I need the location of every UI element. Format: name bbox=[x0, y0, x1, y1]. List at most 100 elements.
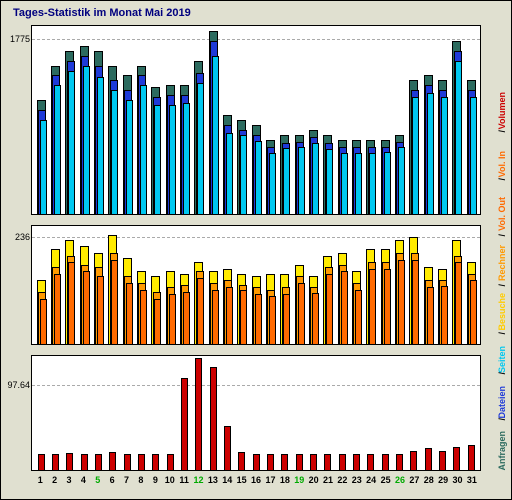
day-group bbox=[149, 356, 163, 470]
x-axis: 1234567891011121314151617181920212223242… bbox=[31, 475, 481, 485]
day-group bbox=[192, 226, 206, 344]
day-group bbox=[435, 356, 449, 470]
day-group bbox=[292, 356, 306, 470]
bar bbox=[341, 271, 348, 344]
bar bbox=[455, 61, 462, 214]
x-tick: 24 bbox=[364, 475, 378, 485]
day-group bbox=[435, 226, 449, 344]
bar bbox=[40, 299, 47, 344]
bar bbox=[281, 454, 288, 470]
bar bbox=[339, 454, 346, 470]
day-group bbox=[335, 26, 349, 214]
legend-item: Dateien bbox=[497, 386, 507, 419]
day-group bbox=[464, 356, 478, 470]
day-group bbox=[364, 356, 378, 470]
day-group bbox=[249, 356, 263, 470]
bar bbox=[269, 153, 276, 214]
day-group bbox=[206, 226, 220, 344]
day-group bbox=[106, 26, 120, 214]
day-group bbox=[91, 26, 105, 214]
day-group bbox=[163, 26, 177, 214]
bar bbox=[453, 447, 460, 470]
day-group bbox=[48, 26, 62, 214]
day-group bbox=[392, 356, 406, 470]
bar bbox=[240, 135, 247, 214]
bar bbox=[140, 85, 147, 214]
day-group bbox=[34, 226, 48, 344]
bar bbox=[210, 367, 217, 470]
x-tick: 4 bbox=[76, 475, 90, 485]
day-group bbox=[206, 356, 220, 470]
chart-area: 177523697.64 bbox=[31, 25, 481, 471]
bar bbox=[398, 260, 405, 344]
day-group bbox=[134, 26, 148, 214]
day-group bbox=[249, 26, 263, 214]
day-group bbox=[335, 226, 349, 344]
legend-item: Rechner bbox=[497, 245, 507, 281]
legend-item: Anfragen bbox=[497, 431, 507, 471]
bar bbox=[255, 294, 262, 344]
x-tick: 22 bbox=[335, 475, 349, 485]
bar bbox=[167, 454, 174, 470]
day-group bbox=[120, 26, 134, 214]
bar bbox=[195, 358, 202, 470]
x-tick: 15 bbox=[234, 475, 248, 485]
bar bbox=[326, 274, 333, 344]
x-tick: 21 bbox=[321, 475, 335, 485]
day-group bbox=[120, 356, 134, 470]
bar bbox=[355, 290, 362, 344]
bar bbox=[412, 97, 419, 214]
day-group bbox=[235, 26, 249, 214]
day-group bbox=[91, 226, 105, 344]
bar bbox=[412, 260, 419, 344]
day-group bbox=[349, 226, 363, 344]
bar bbox=[224, 426, 231, 470]
bar bbox=[367, 454, 374, 470]
day-group bbox=[278, 26, 292, 214]
bar bbox=[197, 83, 204, 214]
day-group bbox=[34, 356, 48, 470]
bar bbox=[140, 290, 147, 344]
day-group bbox=[220, 226, 234, 344]
day-group bbox=[134, 356, 148, 470]
x-tick: 5 bbox=[91, 475, 105, 485]
bar bbox=[154, 299, 161, 344]
bar bbox=[154, 105, 161, 214]
x-tick: 23 bbox=[350, 475, 364, 485]
bar bbox=[124, 454, 131, 470]
x-tick: 18 bbox=[278, 475, 292, 485]
day-group bbox=[378, 356, 392, 470]
bar bbox=[169, 105, 176, 214]
day-group bbox=[349, 26, 363, 214]
x-tick: 17 bbox=[263, 475, 277, 485]
x-tick: 25 bbox=[378, 475, 392, 485]
bar bbox=[396, 454, 403, 470]
day-group bbox=[263, 356, 277, 470]
bar bbox=[111, 260, 118, 344]
day-group bbox=[278, 226, 292, 344]
day-group bbox=[34, 26, 48, 214]
bar bbox=[310, 454, 317, 470]
day-group bbox=[321, 356, 335, 470]
panel-bottom: 97.64 bbox=[31, 355, 481, 471]
day-group bbox=[407, 226, 421, 344]
stats-frame: Tages-Statistik im Monat Mai 2019 177523… bbox=[0, 0, 512, 500]
ytick-label: 236 bbox=[2, 232, 30, 242]
legend-item: Volumen bbox=[497, 92, 507, 129]
bar bbox=[197, 278, 204, 344]
bar bbox=[296, 454, 303, 470]
bar bbox=[255, 141, 262, 214]
x-tick: 19 bbox=[292, 475, 306, 485]
bar bbox=[226, 287, 233, 344]
day-group bbox=[392, 26, 406, 214]
legend-sep: / bbox=[497, 234, 507, 237]
bar bbox=[439, 451, 446, 470]
day-group bbox=[306, 26, 320, 214]
day-group bbox=[278, 356, 292, 470]
day-group bbox=[91, 356, 105, 470]
day-group bbox=[48, 356, 62, 470]
day-group bbox=[378, 26, 392, 214]
bar bbox=[369, 153, 376, 214]
day-group bbox=[192, 356, 206, 470]
day-group bbox=[235, 226, 249, 344]
